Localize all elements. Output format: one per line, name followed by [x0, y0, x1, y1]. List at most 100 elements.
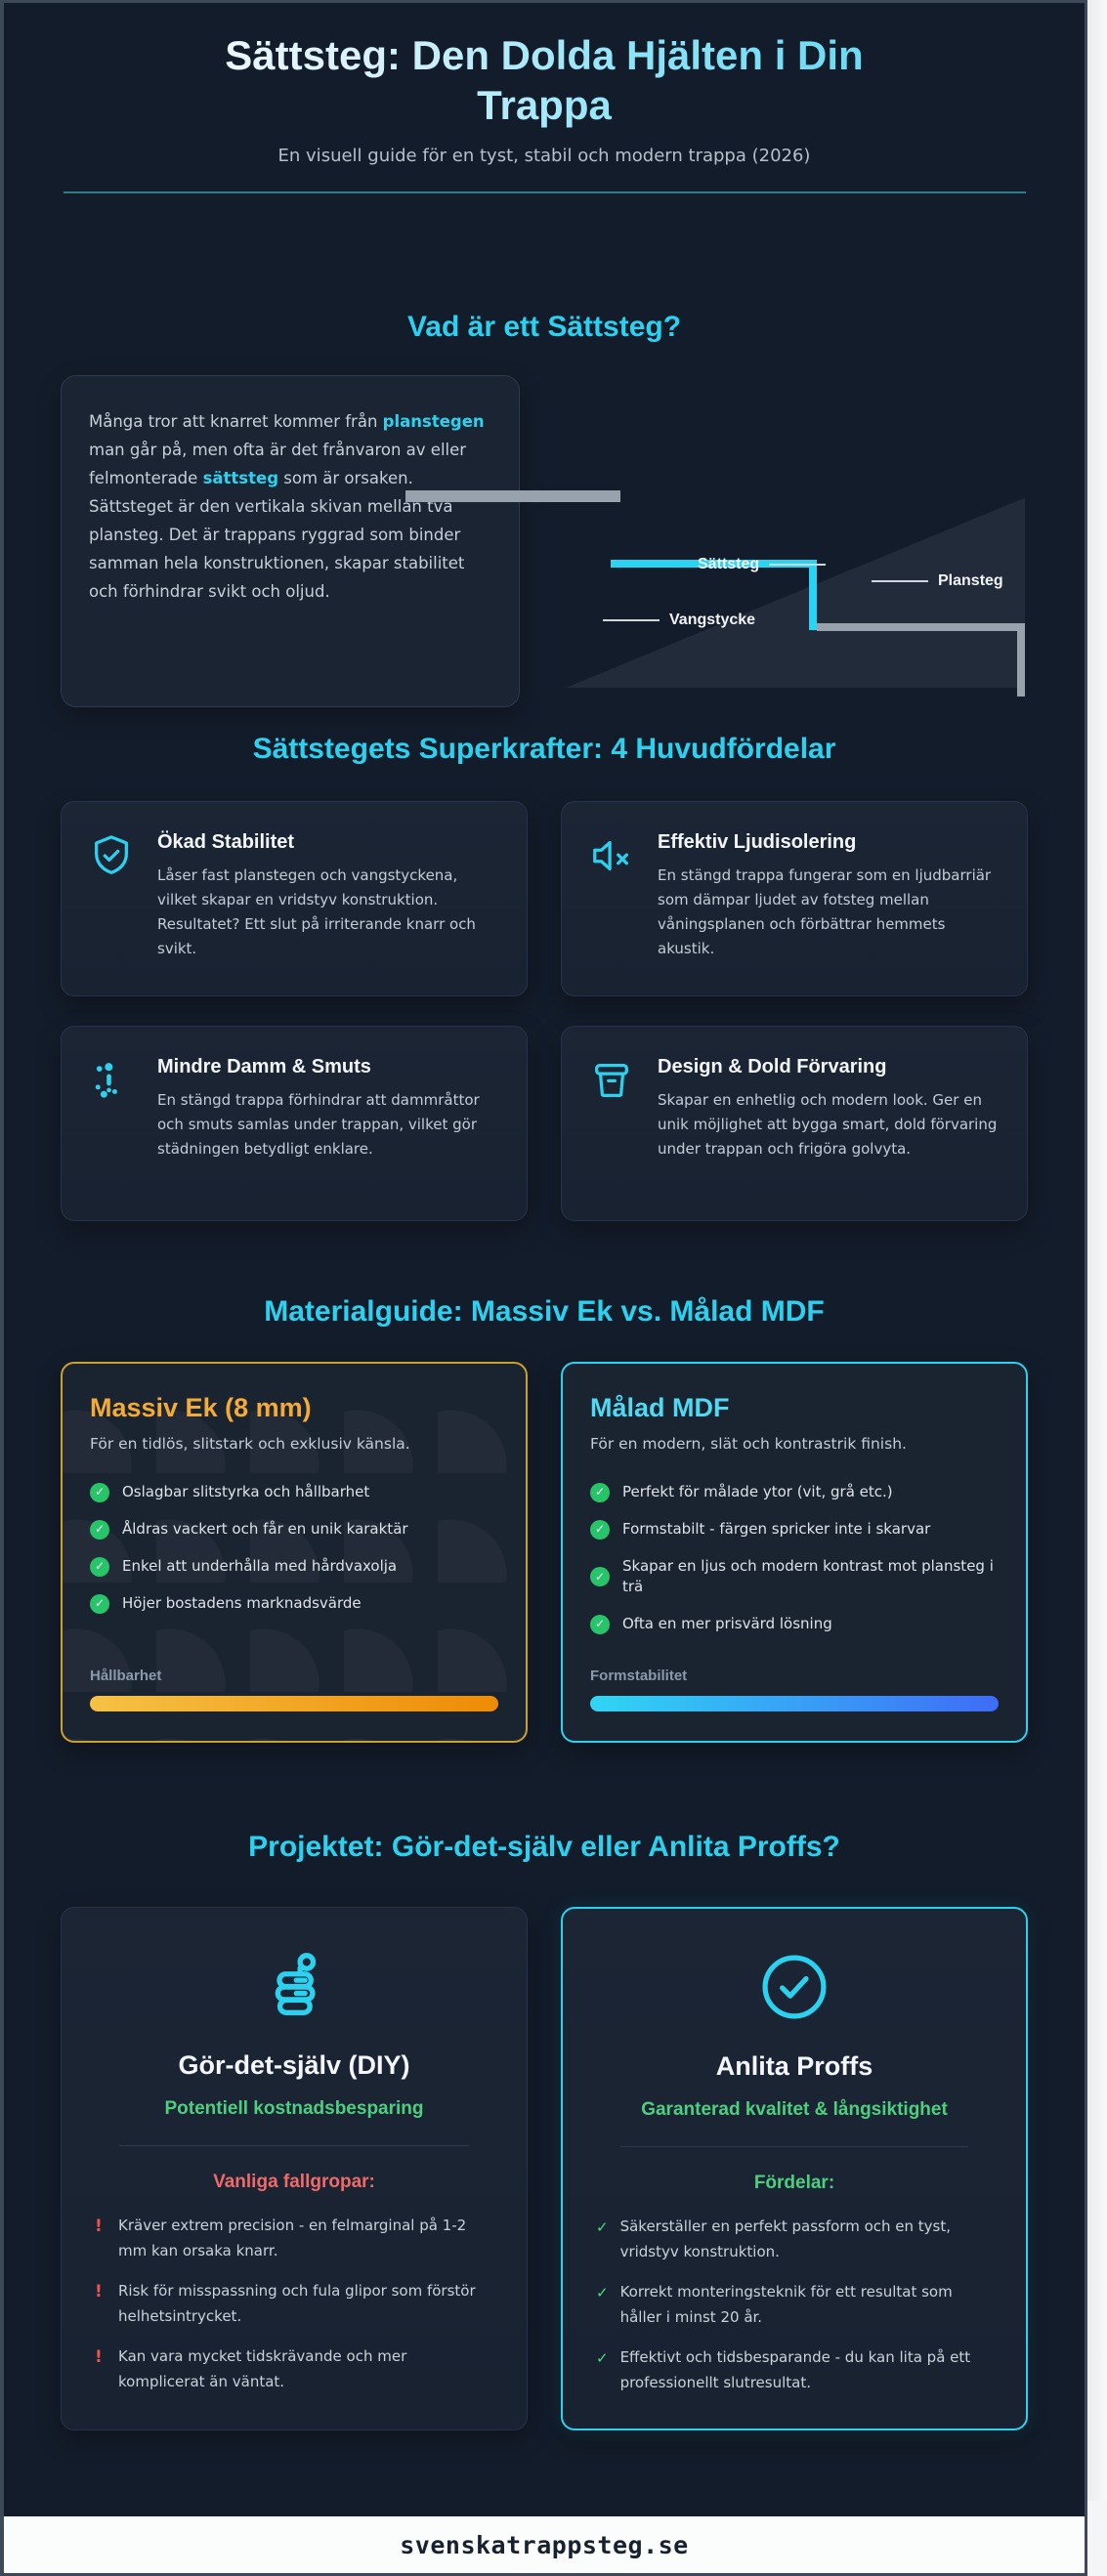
- advantages-list: ✓ Säkerställer en perfekt passform och en…: [592, 2214, 997, 2395]
- meter-label: Hållbarhet: [90, 1668, 162, 1685]
- list-item-text: Perfekt för målade ytor (vit, grå etc.): [622, 1483, 893, 1501]
- form-stability-bar: [590, 1696, 999, 1712]
- intro-row: Många tror att knarret kommer från plans…: [61, 375, 1028, 708]
- scrollbar-gutter[interactable]: [1087, 0, 1107, 2501]
- list-item-text: Risk för misspassning och fula glipor so…: [118, 2282, 476, 2326]
- check-circle-icon: ✓: [590, 1567, 610, 1587]
- check-bullet-icon: ✓: [596, 2349, 609, 2368]
- circle-check-icon: [592, 1948, 997, 2026]
- check-circle-icon: ✓: [90, 1482, 109, 1502]
- list-item: ✓ Effektivt och tidsbesparande - du kan l…: [596, 2344, 993, 2395]
- intro-text-1: Många tror att knarret kommer från: [89, 412, 383, 432]
- material-list: ✓ Oslagbar slitstyrka och hållbarhet ✓ Åld…: [90, 1482, 498, 1614]
- list-item-text: Korrekt monteringsteknik för ett resulta…: [619, 2283, 953, 2327]
- benefit-text: Låser fast planstegen och vangstyckena, …: [157, 866, 476, 958]
- list-item-text: Säkerställer en perfekt passform och en …: [619, 2217, 952, 2261]
- check-circle-icon: ✓: [590, 1519, 610, 1540]
- list-item-text: Ofta en mer prisvärd lösning: [622, 1615, 832, 1633]
- diagram-lower-tread-edge: [1017, 623, 1025, 697]
- section-heading-project: Projektet: Gör-det-själv eller Anlita Pr…: [248, 1831, 840, 1864]
- list-item: ✓ Korrekt monteringsteknik för ett result…: [596, 2279, 993, 2330]
- advantages-heading: Fördelar:: [753, 2173, 835, 2194]
- volume-muted-icon: [589, 831, 634, 966]
- list-item-text: Formstabilt - färgen spricker inte i ska…: [622, 1520, 931, 1539]
- page-title: Sättsteg: Den Dolda Hjälten i Din Trappa: [163, 30, 925, 130]
- section-heading-benefits: Sättstegets Superkrafter: 4 Huvudfördela…: [252, 733, 836, 766]
- hero-header: Sättsteg: Den Dolda Hjälten i Din Trappa…: [4, 3, 1085, 194]
- diagram-lower-tread-bar: [817, 623, 1024, 632]
- stringer-label-text: Vangstycke: [669, 612, 756, 629]
- diagram-label-stringer: Vangstycke: [603, 612, 755, 629]
- check-bullet-icon: ✓: [596, 2284, 609, 2302]
- list-item: ✓ Höjer bostadens marknadsvärde: [90, 1593, 498, 1614]
- list-item: ! Risk för misspassning och fula glipor s…: [95, 2278, 493, 2329]
- list-item: ✓ Oslagbar slitstyrka och hållbarhet: [90, 1482, 498, 1502]
- card-divider: [619, 2146, 969, 2148]
- list-item-text: Åldras vackert och får en unik karaktär: [122, 1520, 408, 1539]
- project-card-pro: Anlita Proffs Garanterad kvalitet & lång…: [561, 1907, 1028, 2431]
- card-divider: [119, 2145, 469, 2147]
- section-heading-intro: Vad är ett Sättsteg?: [406, 311, 682, 344]
- list-item-text: Oslagbar slitstyrka och hållbarhet: [122, 1483, 370, 1501]
- shield-check-icon: [89, 831, 134, 966]
- benefit-text: En stängd trappa fungerar som en ljudbar…: [658, 866, 992, 958]
- benefit-card-stability: Ökad Stabilitet Låser fast planstegen oc…: [61, 801, 528, 997]
- section-heading-materials: Materialguide: Massiv Ek vs. Målad MDF: [264, 1295, 825, 1329]
- footer-bar: svenskatrappsteg.se: [4, 2516, 1085, 2574]
- material-list: ✓ Perfekt för målade ytor (vit, grå etc.)…: [590, 1482, 999, 1634]
- tread-pointer-line: [872, 580, 928, 583]
- check-circle-icon: ✓: [90, 1519, 109, 1540]
- material-title: Massiv Ek (8 mm): [90, 1393, 312, 1423]
- material-title: Målad MDF: [590, 1393, 730, 1423]
- storage-box-icon: [589, 1056, 634, 1191]
- list-item-text: Kan vara mycket tidskrävande och mer kom…: [118, 2347, 407, 2391]
- check-circle-icon: ✓: [90, 1593, 109, 1614]
- list-item: ! Kan vara mycket tidskrävande och mer ko…: [95, 2344, 493, 2394]
- check-circle-icon: ✓: [90, 1556, 109, 1577]
- warning-bullet-icon: !: [95, 2282, 103, 2302]
- benefit-text: En stängd trappa förhindrar att dammrått…: [157, 1091, 480, 1159]
- check-circle-icon: ✓: [590, 1482, 610, 1502]
- benefit-title: Mindre Damm & Smuts: [157, 1056, 371, 1078]
- diagram-riser-step-horizontal: [611, 560, 817, 569]
- material-card-oak: Massiv Ek (8 mm) För en tidlös, slitstar…: [61, 1362, 528, 1744]
- warning-bullet-icon: !: [95, 2217, 103, 2237]
- project-title: Gör-det-själv (DIY): [178, 2050, 410, 2081]
- site-domain: svenskatrappsteg.se: [400, 2530, 689, 2559]
- list-item-text: Skapar en ljus och modern kontrast mot p…: [622, 1557, 994, 1596]
- project-tagline: Garanterad kvalitet & långsiktighet: [641, 2099, 948, 2121]
- project-tagline: Potentiell kostnadsbesparing: [164, 2098, 424, 2120]
- benefit-title: Ökad Stabilitet: [157, 831, 295, 854]
- diagram-label-tread: Plansteg: [872, 572, 1003, 590]
- stringer-pointer-line: [603, 619, 660, 622]
- benefit-title: Design & Dold Förvaring: [658, 1056, 887, 1078]
- list-item: ✓ Perfekt för målade ytor (vit, grå etc.): [590, 1482, 999, 1502]
- emphasis-planstegen: planstegen: [382, 412, 485, 432]
- fist-icon: [91, 1947, 497, 2025]
- diagram-riser-step-vertical: [809, 560, 817, 631]
- diagram-label-riser: Sättsteg: [698, 556, 827, 573]
- list-item-text: Effektivt och tidsbesparande - du kan li…: [619, 2348, 971, 2392]
- benefit-card-storage: Design & Dold Förvaring Skapar en enhetl…: [561, 1026, 1028, 1222]
- tread-label-text: Plansteg: [938, 572, 1003, 590]
- intro-text-3: som är orsaken. Sättsteget är den vertik…: [89, 469, 465, 602]
- emphasis-sattsteg: sättsteg: [202, 469, 279, 488]
- material-subtitle: För en tidlös, slitstark och exklusiv kä…: [90, 1435, 410, 1454]
- benefit-text: Skapar en enhetlig och modern look. Ger …: [658, 1091, 998, 1159]
- material-subtitle: För en modern, slät och kontrastrik fini…: [590, 1435, 907, 1454]
- header-divider: [63, 191, 1026, 194]
- warning-bullet-icon: !: [95, 2347, 103, 2368]
- list-item: ✓ Enkel att underhålla med hårdvaxolja: [90, 1556, 498, 1577]
- list-item: ✓ Säkerställer en perfekt passform och en…: [596, 2214, 993, 2264]
- list-item-text: Höjer bostadens marknadsvärde: [122, 1594, 362, 1613]
- form-stability-meter: Formstabilitet: [590, 1644, 999, 1712]
- materials-grid: Massiv Ek (8 mm) För en tidlös, slitstar…: [61, 1362, 1028, 1744]
- durability-bar: [90, 1696, 498, 1712]
- benefit-title: Effektiv Ljudisolering: [658, 831, 857, 854]
- list-item: ✓ Ofta en mer prisvärd lösning: [590, 1614, 999, 1634]
- benefit-card-sound: Effektiv Ljudisolering En stängd trappa …: [561, 801, 1028, 997]
- page-subtitle: En visuell guide för en tyst, stabil och…: [277, 146, 811, 167]
- intro-text-box: Många tror att knarret kommer från plans…: [61, 375, 520, 708]
- project-grid: Gör-det-själv (DIY) Potentiell kostnadsb…: [61, 1907, 1028, 2431]
